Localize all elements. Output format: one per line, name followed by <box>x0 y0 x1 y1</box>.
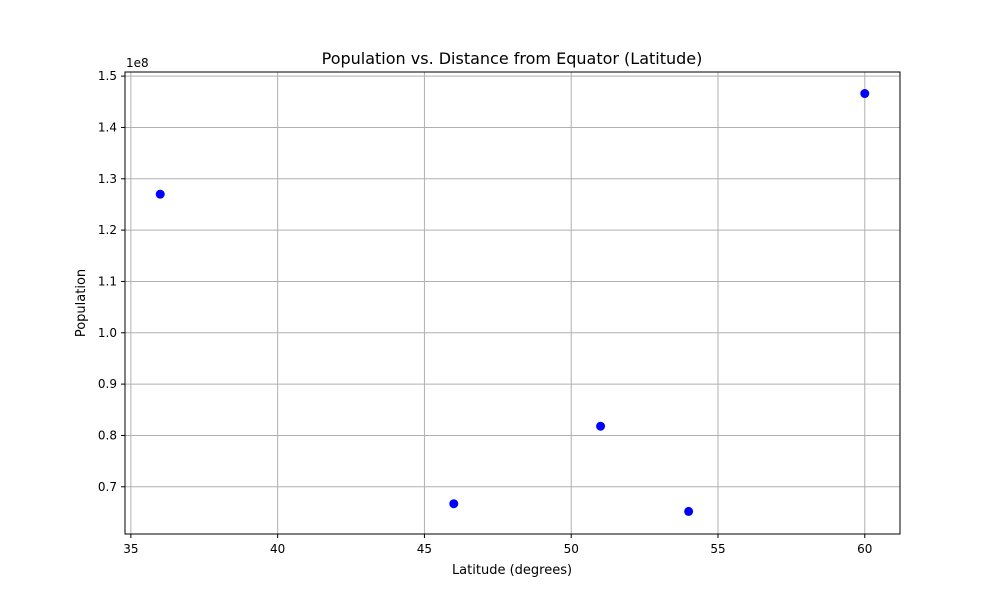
x-tick-label: 60 <box>857 542 872 556</box>
data-point <box>860 89 870 99</box>
x-tick-label: 45 <box>417 542 432 556</box>
y-tick-label: 1.4 <box>98 120 117 134</box>
data-point <box>684 506 694 516</box>
data-point <box>155 189 165 199</box>
x-tick-label: 35 <box>123 542 138 556</box>
x-axis-label: Latitude (degrees) <box>452 563 572 578</box>
x-tick-label: 50 <box>564 542 579 556</box>
x-tick-label: 55 <box>710 542 725 556</box>
y-tick-label: 0.9 <box>98 377 117 391</box>
y-tick-label: 1.0 <box>98 326 117 340</box>
y-tick-label: 0.8 <box>98 428 117 442</box>
y-tick-label: 1.5 <box>98 69 117 83</box>
y-tick-label: 1.1 <box>98 274 117 288</box>
plot-area-frame <box>124 71 901 535</box>
y-axis-offset-label: 1e8 <box>126 56 149 70</box>
y-axis-label: Population <box>74 269 89 337</box>
y-tick-label: 1.3 <box>98 172 117 186</box>
data-point <box>596 421 606 431</box>
axis-ticks: 35 40 45 50 55 60 0.7 0.8 0.9 1.0 1.1 1.2 1.3 1.4 1.5 <box>98 69 873 556</box>
y-tick-label: 0.7 <box>98 480 117 494</box>
y-tick-label: 1.2 <box>98 223 117 237</box>
x-tick-label: 40 <box>270 542 285 556</box>
data-points <box>155 89 870 516</box>
data-point <box>449 499 459 509</box>
grid <box>125 72 900 534</box>
chart-title: Population vs. Distance from Equator (La… <box>322 49 703 68</box>
